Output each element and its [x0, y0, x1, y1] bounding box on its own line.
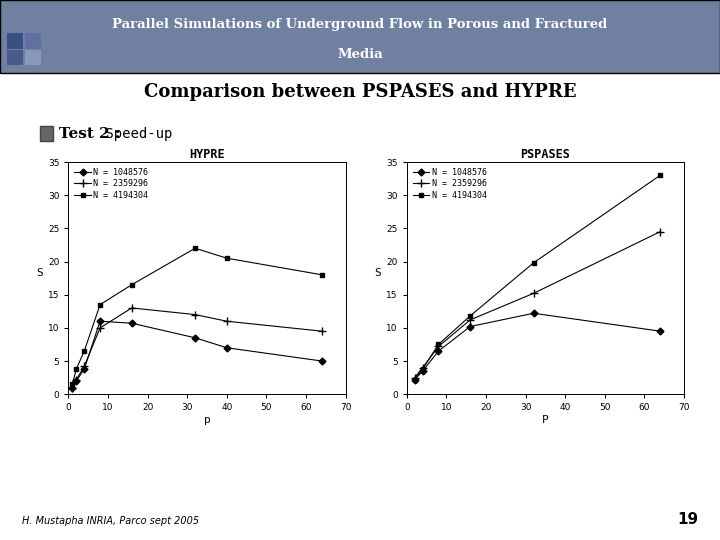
X-axis label: p: p — [204, 415, 210, 425]
Y-axis label: S: S — [374, 268, 382, 278]
X-axis label: P: P — [542, 415, 549, 425]
Title: HYPRE: HYPRE — [189, 148, 225, 161]
Text: Test 2 :: Test 2 : — [59, 127, 120, 141]
Text: Comparison between PSPASES and HYPRE: Comparison between PSPASES and HYPRE — [144, 83, 576, 101]
Legend: N = 1048576, N = 2359296, N = 4194304: N = 1048576, N = 2359296, N = 4194304 — [73, 166, 150, 201]
Text: 19: 19 — [678, 511, 698, 526]
Text: Speed-up: Speed-up — [97, 127, 173, 141]
Text: Media: Media — [337, 48, 383, 60]
Legend: N = 1048576, N = 2359296, N = 4194304: N = 1048576, N = 2359296, N = 4194304 — [411, 166, 488, 201]
Text: H. Mustapha INRIA, Parco sept 2005: H. Mustapha INRIA, Parco sept 2005 — [22, 516, 199, 526]
Title: PSPASES: PSPASES — [521, 148, 570, 161]
Y-axis label: S: S — [36, 268, 43, 278]
Text: Parallel Simulations of Underground Flow in Porous and Fractured: Parallel Simulations of Underground Flow… — [112, 18, 608, 31]
